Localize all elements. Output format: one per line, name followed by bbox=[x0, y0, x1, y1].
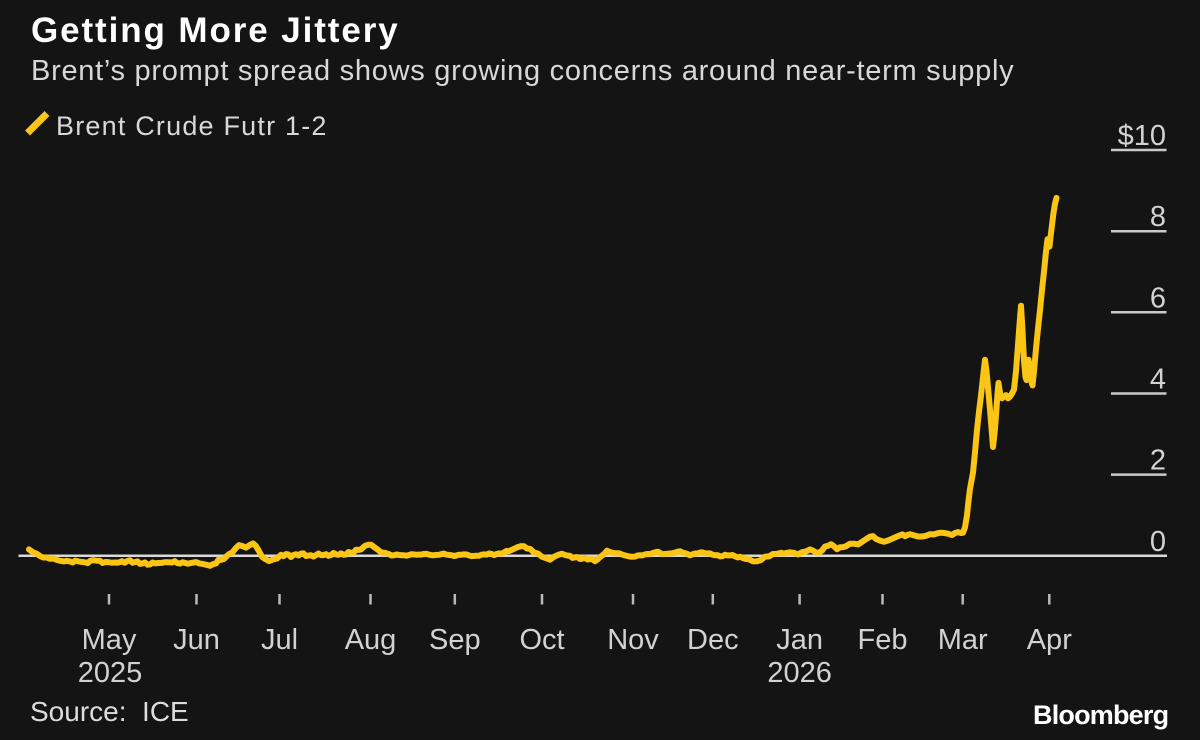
svg-text:Sep: Sep bbox=[429, 624, 481, 656]
svg-text:2026: 2026 bbox=[767, 657, 832, 689]
svg-text:8: 8 bbox=[1150, 201, 1166, 233]
svg-text:4: 4 bbox=[1150, 364, 1166, 396]
svg-text:Apr: Apr bbox=[1027, 624, 1072, 656]
svg-text:Nov: Nov bbox=[607, 624, 659, 656]
svg-text:2: 2 bbox=[1150, 445, 1166, 477]
svg-text:Jul: Jul bbox=[261, 624, 298, 656]
svg-text:Jun: Jun bbox=[173, 624, 220, 656]
svg-text:6: 6 bbox=[1150, 282, 1166, 314]
svg-text:Jan: Jan bbox=[776, 624, 823, 656]
svg-text:Oct: Oct bbox=[519, 624, 564, 656]
svg-text:$10: $10 bbox=[1118, 120, 1166, 152]
svg-text:Aug: Aug bbox=[345, 624, 397, 656]
svg-text:Dec: Dec bbox=[687, 624, 739, 656]
svg-text:Mar: Mar bbox=[938, 624, 988, 656]
svg-text:2025: 2025 bbox=[78, 657, 143, 689]
svg-text:0: 0 bbox=[1150, 526, 1166, 558]
svg-text:May: May bbox=[82, 624, 137, 656]
svg-text:Feb: Feb bbox=[858, 624, 908, 656]
